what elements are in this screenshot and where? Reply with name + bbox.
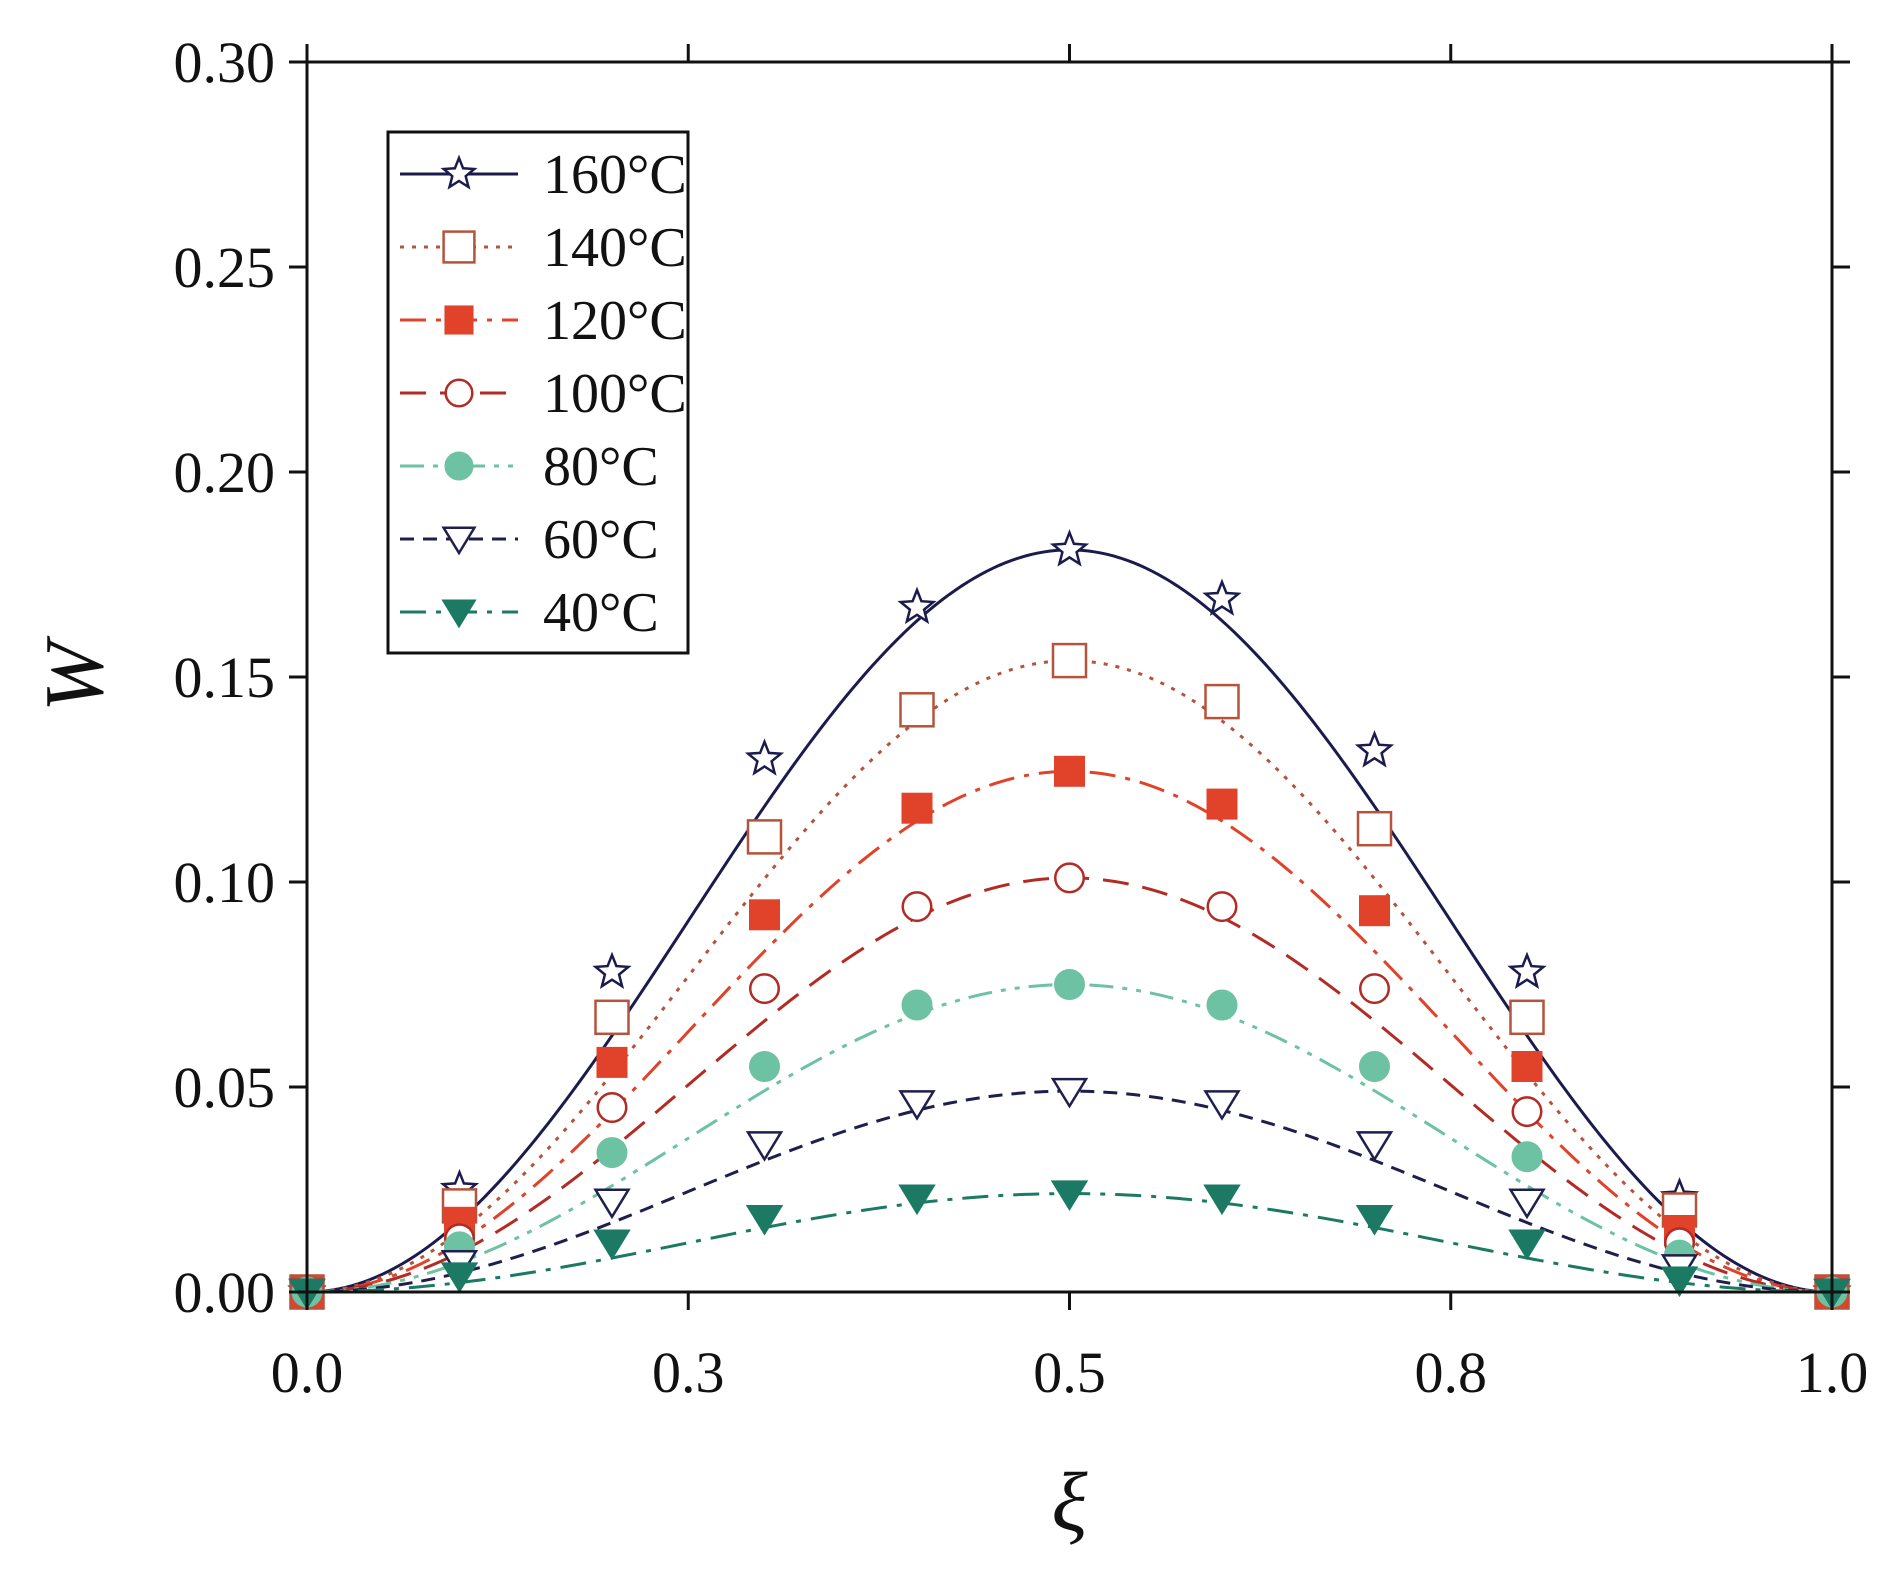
data-point	[1054, 755, 1085, 787]
y-tick-label: 0.20	[174, 440, 276, 505]
legend-label: 160°C	[543, 144, 687, 206]
data-point	[745, 1131, 784, 1162]
data-point	[749, 899, 780, 931]
data-point	[901, 891, 933, 923]
data-point	[1203, 1184, 1241, 1216]
data-point	[1054, 862, 1085, 894]
x-tick-label: 0.0	[271, 1340, 344, 1405]
data-point	[592, 951, 632, 989]
legend-label: 80°C	[543, 436, 659, 498]
legend-marker	[444, 451, 474, 481]
legend-marker	[441, 599, 477, 629]
y-axis-label: W	[28, 635, 121, 712]
data-point	[1206, 989, 1238, 1021]
data-point	[746, 819, 783, 855]
data-point	[1355, 1204, 1394, 1236]
data-point	[1660, 1266, 1699, 1298]
legend-label: 120°C	[543, 290, 687, 352]
legend-label: 140°C	[543, 217, 687, 279]
data-point	[1355, 1131, 1394, 1162]
data-point	[1054, 969, 1085, 1000]
data-point	[1507, 951, 1547, 989]
data-point	[1511, 1096, 1543, 1128]
data-point	[901, 792, 933, 824]
data-point	[1508, 1229, 1546, 1261]
legend-marker	[444, 378, 474, 408]
data-point	[594, 999, 630, 1036]
data-point	[1354, 730, 1395, 768]
data-point	[1508, 1188, 1546, 1220]
legend-marker	[441, 526, 477, 556]
data-point	[749, 1051, 780, 1082]
data-point	[1051, 642, 1088, 679]
axes-layer: 0.0 0.3 0.5 0.8 1.0 0.00 0.05 0.10 0.15 0.20 0.25 0…	[174, 30, 1869, 1405]
data-point	[749, 973, 780, 1005]
data-point	[1049, 529, 1090, 567]
data-point	[1359, 895, 1390, 927]
legend-label: 100°C	[543, 363, 687, 425]
data-point	[596, 1046, 628, 1078]
data-point	[745, 1204, 784, 1236]
legend-label: 60°C	[543, 509, 659, 571]
data-point	[899, 692, 935, 728]
y-tick-label: 0.30	[174, 30, 276, 95]
data-point	[596, 1137, 628, 1169]
data-point	[1509, 999, 1545, 1036]
data-point	[1359, 1051, 1390, 1082]
y-tick-label: 0.10	[174, 850, 276, 915]
x-tick-label: 0.5	[1033, 1340, 1106, 1405]
data-point	[1050, 1180, 1089, 1211]
legend-box	[386, 130, 690, 655]
data-point	[897, 586, 937, 625]
data-point	[1206, 788, 1238, 820]
data-point	[1356, 810, 1393, 847]
data-point	[1203, 1090, 1241, 1121]
x-tick-label: 1.0	[1796, 1340, 1869, 1405]
data-point	[593, 1188, 631, 1220]
x-tick-label: 0.8	[1415, 1340, 1488, 1405]
legend: 160°C 140°C 120°C 100°C 80°C 60°C 40°C	[386, 130, 690, 655]
data-point	[898, 1184, 936, 1216]
data-point	[1511, 1141, 1543, 1173]
data-point	[440, 1262, 479, 1293]
legend-marker	[444, 305, 474, 335]
data-point	[596, 1092, 628, 1123]
data-point	[1206, 891, 1238, 923]
data-point	[901, 989, 933, 1021]
data-point	[744, 738, 785, 776]
data-point	[593, 1229, 631, 1261]
y-tick-label: 0.05	[174, 1055, 276, 1120]
x-tick-label: 0.3	[652, 1340, 725, 1405]
legend-marker	[440, 154, 478, 190]
y-tick-label: 0.15	[174, 645, 276, 710]
data-point	[1359, 973, 1390, 1005]
y-tick-label: 0.00	[174, 1260, 276, 1325]
legend-marker	[442, 230, 476, 264]
series-line-120c	[307, 769, 1832, 1292]
data-point	[1050, 1077, 1089, 1109]
data-point	[898, 1090, 936, 1121]
data-point	[1511, 1051, 1543, 1082]
x-axis-label: ξ	[1052, 1456, 1088, 1549]
data-point	[1202, 578, 1242, 616]
legend-label: 40°C	[543, 582, 659, 644]
y-tick-label: 0.25	[174, 235, 276, 300]
data-point	[1204, 683, 1240, 720]
